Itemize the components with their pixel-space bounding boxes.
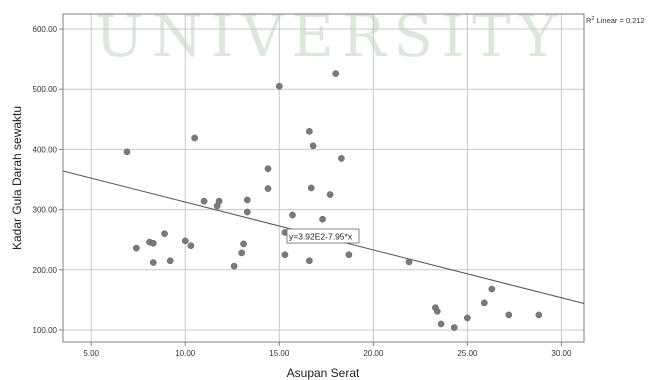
x-tick-label: 15.00	[269, 349, 290, 358]
data-point	[437, 320, 445, 328]
equation-box-frame	[286, 228, 360, 244]
data-point	[238, 249, 246, 257]
y-tick-label: 500.00	[33, 85, 58, 94]
data-point	[240, 240, 247, 248]
data-point	[319, 215, 326, 223]
x-tick-label: 30.00	[551, 349, 572, 358]
data-point	[338, 155, 345, 162]
data-point	[230, 262, 238, 270]
data-point	[264, 165, 272, 173]
y-tick-label: 100.00	[33, 326, 58, 335]
data-point	[345, 251, 353, 259]
data-point	[133, 244, 140, 252]
grid-lines	[63, 14, 584, 342]
data-point	[215, 197, 223, 205]
plot-frame	[62, 13, 585, 343]
data-point	[307, 184, 315, 192]
y-tick-label: 300.00	[33, 206, 58, 215]
data-point	[405, 258, 413, 266]
data-point	[281, 251, 289, 259]
data-point	[326, 191, 334, 198]
x-tick-label: 5.00	[83, 349, 99, 358]
data-point	[535, 311, 543, 319]
data-point	[243, 196, 251, 204]
data-point	[149, 259, 157, 266]
data-point	[306, 257, 313, 265]
data-point	[166, 257, 174, 265]
data-point	[309, 142, 317, 150]
data-point	[191, 134, 199, 142]
y-tick-label: 400.00	[33, 145, 58, 154]
data-point	[480, 299, 488, 307]
equation-label: y=3.92E2-7.95*x	[289, 232, 353, 242]
data-point	[464, 314, 471, 322]
data-point	[123, 148, 131, 156]
watermark: UNIVERSITY	[95, 2, 565, 70]
data-point	[505, 311, 513, 319]
data-point	[275, 82, 283, 90]
x-axis-ticks: 5.00 10.00 15.00 20.00 25.00 30.00	[83, 342, 572, 358]
data-point	[488, 285, 496, 293]
data-point	[243, 208, 251, 216]
y-tick-label: 600.00	[33, 25, 58, 34]
y-axis-ticks: 100.00 200.00 300.00 400.00 500.00 600.00	[33, 25, 63, 335]
equation-box: y=3.92E2-7.95*x	[286, 228, 360, 244]
x-tick-label: 10.00	[175, 349, 196, 358]
data-point	[433, 307, 441, 315]
data-point	[161, 230, 168, 238]
data-point	[187, 242, 195, 250]
data-point	[306, 128, 313, 135]
x-axis-title: Asupan Serat	[287, 366, 360, 380]
data-point	[181, 237, 189, 245]
data-point	[450, 324, 458, 331]
x-tick-label: 20.00	[363, 349, 384, 358]
data-point	[200, 197, 208, 205]
data-point	[289, 211, 296, 219]
data-points	[123, 70, 543, 331]
r2-label: R2 Linear = 0.212	[586, 16, 645, 25]
data-point	[332, 70, 340, 77]
y-axis-title: Kadar Gula Darah sewaktu	[10, 106, 24, 250]
data-point	[149, 239, 157, 247]
y-tick-label: 200.00	[33, 266, 58, 275]
x-tick-label: 25.00	[457, 349, 478, 358]
data-point	[264, 185, 272, 192]
